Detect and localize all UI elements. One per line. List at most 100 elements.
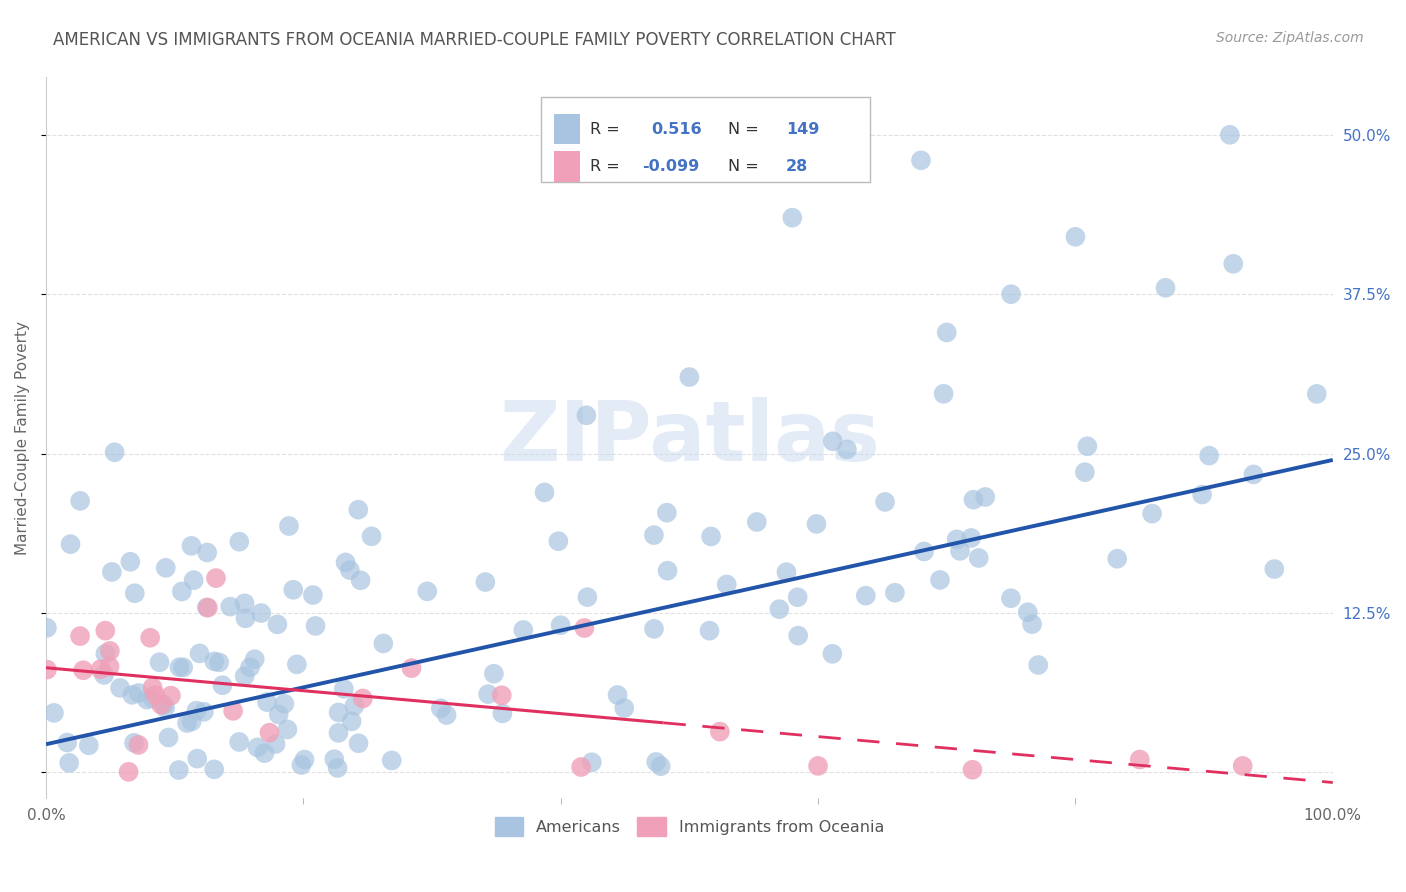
Point xyxy=(709,724,731,739)
Point xyxy=(347,736,370,750)
Point xyxy=(222,704,245,718)
Point xyxy=(786,591,808,605)
Point xyxy=(278,519,301,533)
Point xyxy=(69,493,91,508)
Point xyxy=(1219,128,1241,142)
Point xyxy=(205,571,228,585)
Point xyxy=(180,714,202,729)
Point xyxy=(153,700,176,714)
Point xyxy=(294,753,316,767)
Point xyxy=(962,492,984,507)
Text: AMERICAN VS IMMIGRANTS FROM OCEANIA MARRIED-COUPLE FAMILY POVERTY CORRELATION CH: AMERICAN VS IMMIGRANTS FROM OCEANIA MARR… xyxy=(53,31,896,49)
Point xyxy=(148,655,170,669)
Legend: Americans, Immigrants from Oceania: Americans, Immigrants from Oceania xyxy=(486,809,891,844)
Text: Source: ZipAtlas.com: Source: ZipAtlas.com xyxy=(1216,31,1364,45)
Point xyxy=(716,577,738,591)
Point xyxy=(150,698,173,712)
Point xyxy=(186,704,208,718)
Point xyxy=(512,623,534,637)
Point xyxy=(243,652,266,666)
Point xyxy=(302,588,325,602)
Point xyxy=(581,756,603,770)
Point xyxy=(94,647,117,661)
Point xyxy=(482,666,505,681)
Point xyxy=(256,695,278,709)
Point xyxy=(929,573,952,587)
Point xyxy=(42,706,65,720)
Point xyxy=(349,574,371,588)
Text: 149: 149 xyxy=(786,121,820,136)
Point xyxy=(360,529,382,543)
Point xyxy=(121,688,143,702)
Point xyxy=(264,737,287,751)
Point xyxy=(416,584,439,599)
Point xyxy=(128,738,150,752)
Point xyxy=(143,688,166,702)
Point xyxy=(160,689,183,703)
Point xyxy=(152,698,174,712)
Point xyxy=(208,656,231,670)
Text: R =: R = xyxy=(591,159,620,174)
Point xyxy=(547,534,569,549)
Point xyxy=(273,697,295,711)
Point xyxy=(678,370,700,384)
Point xyxy=(267,707,290,722)
Point xyxy=(491,706,513,721)
Point xyxy=(233,669,256,683)
Point xyxy=(186,751,208,765)
Point xyxy=(1198,449,1220,463)
Point xyxy=(98,659,121,673)
Point xyxy=(202,763,225,777)
Point xyxy=(821,434,844,449)
Point xyxy=(1000,591,1022,606)
Point xyxy=(219,599,242,614)
Point xyxy=(945,533,967,547)
Point xyxy=(1074,465,1097,479)
Point xyxy=(782,211,804,225)
Bar xyxy=(554,114,581,145)
Point xyxy=(1154,281,1177,295)
Point xyxy=(128,686,150,700)
Point xyxy=(550,618,572,632)
Point xyxy=(1000,287,1022,301)
Point xyxy=(967,551,990,566)
Point xyxy=(787,629,810,643)
Point xyxy=(235,611,257,625)
Point xyxy=(1232,759,1254,773)
Point xyxy=(197,600,219,615)
Point xyxy=(157,731,180,745)
Point xyxy=(326,761,349,775)
Point xyxy=(195,545,218,559)
Point xyxy=(283,582,305,597)
Point xyxy=(643,622,665,636)
Point xyxy=(35,621,58,635)
Point xyxy=(1306,387,1329,401)
Point xyxy=(613,701,636,715)
Point xyxy=(59,537,82,551)
Point xyxy=(1076,439,1098,453)
Point xyxy=(233,596,256,610)
Point xyxy=(176,716,198,731)
Point xyxy=(855,589,877,603)
Point xyxy=(1263,562,1285,576)
Text: -0.099: -0.099 xyxy=(641,159,699,174)
Point xyxy=(172,660,194,674)
Point xyxy=(339,563,361,577)
Point xyxy=(912,544,935,558)
Point xyxy=(69,629,91,643)
Point xyxy=(323,752,346,766)
Point xyxy=(104,445,127,459)
Point xyxy=(276,723,298,737)
Point xyxy=(340,714,363,729)
Point xyxy=(883,586,905,600)
Text: R =: R = xyxy=(591,121,620,136)
Point xyxy=(768,602,790,616)
Point xyxy=(183,573,205,587)
Point xyxy=(1021,617,1043,632)
Point xyxy=(1241,467,1264,482)
Point xyxy=(657,564,679,578)
Point xyxy=(373,636,395,650)
Point xyxy=(533,485,555,500)
Point xyxy=(250,606,273,620)
Point xyxy=(228,534,250,549)
